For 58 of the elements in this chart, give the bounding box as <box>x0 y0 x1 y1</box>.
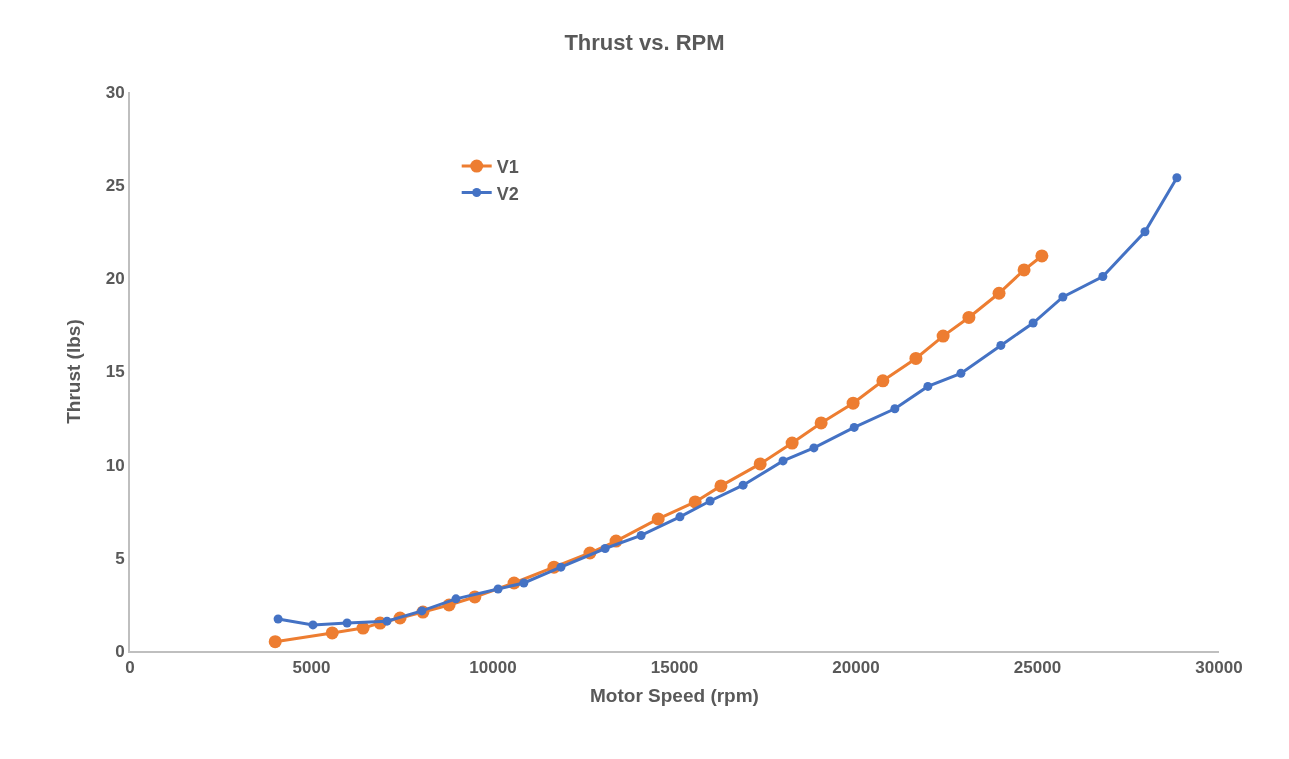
point <box>1028 318 1038 328</box>
y-tick-label: 5 <box>115 548 125 568</box>
point <box>342 618 352 628</box>
point <box>451 594 461 604</box>
point <box>738 480 748 490</box>
y-tick-label: 15 <box>105 362 125 382</box>
point <box>778 456 788 466</box>
y-axis-title: Thrust (lbs) <box>63 319 85 424</box>
point <box>890 404 900 414</box>
x-axis-title: Motor Speed (rpm) <box>590 684 759 706</box>
chart-title: Thrust vs. RPM <box>564 29 725 55</box>
point <box>519 578 529 588</box>
point <box>876 374 890 388</box>
point <box>1058 292 1068 302</box>
point <box>962 310 976 324</box>
legend-label: V1 <box>496 157 519 178</box>
x-tick-label: 25000 <box>1013 658 1062 678</box>
point <box>1017 263 1031 277</box>
point <box>705 496 715 506</box>
y-tick-label: 0 <box>115 641 125 661</box>
point <box>909 351 923 365</box>
point <box>923 381 933 391</box>
point <box>651 512 665 526</box>
x-tick-label: 30000 <box>1195 658 1243 678</box>
point <box>308 620 318 630</box>
point <box>1035 249 1049 263</box>
point <box>273 614 283 624</box>
point <box>936 329 950 343</box>
point <box>809 443 819 453</box>
point <box>325 626 339 640</box>
x-tick-label: 15000 <box>650 658 699 678</box>
point <box>814 416 828 430</box>
y-tick-label: 25 <box>105 176 125 196</box>
legend-label: V2 <box>496 183 519 204</box>
y-tick-label: 20 <box>105 269 125 289</box>
point <box>849 422 859 432</box>
point <box>675 512 685 522</box>
point <box>1098 271 1108 281</box>
x-tick-label: 5000 <box>292 658 331 678</box>
point <box>493 584 503 594</box>
point <box>996 340 1006 350</box>
point <box>1172 173 1182 183</box>
point <box>785 436 799 450</box>
point <box>600 544 610 554</box>
x-tick-label: 10000 <box>469 658 517 678</box>
point <box>992 286 1006 300</box>
y-tick-label: 10 <box>105 455 125 475</box>
point <box>753 457 767 471</box>
x-tick-label: 20000 <box>832 658 880 678</box>
point <box>714 479 728 493</box>
point <box>1140 227 1150 237</box>
point <box>382 616 392 626</box>
point <box>268 635 282 649</box>
point <box>636 530 646 540</box>
point <box>556 562 566 572</box>
y-tick-label: 30 <box>105 82 125 102</box>
point <box>846 396 860 410</box>
point <box>956 368 966 378</box>
